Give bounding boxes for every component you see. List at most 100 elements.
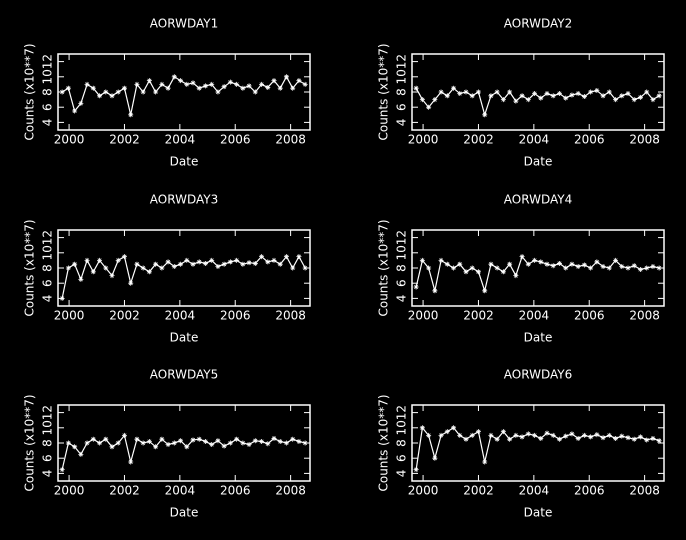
data-line <box>61 434 306 470</box>
data-point <box>594 87 600 93</box>
data-point <box>59 467 65 473</box>
data-point <box>153 261 159 267</box>
data-point <box>215 438 221 444</box>
data-point <box>153 444 159 450</box>
y-tick-label: 6 <box>41 103 55 111</box>
data-point <box>209 442 215 448</box>
data-point <box>457 261 463 267</box>
data-point <box>265 259 271 265</box>
x-axis-label: Date <box>524 331 553 345</box>
data-point <box>302 81 308 87</box>
data-point <box>631 97 637 103</box>
x-tick-label: 2008 <box>275 309 306 323</box>
x-tick-label: 2002 <box>463 484 494 498</box>
data-point <box>178 78 184 84</box>
data-point <box>72 261 78 267</box>
y-tick-label: 4 <box>395 295 409 303</box>
data-point <box>613 257 619 263</box>
data-point <box>159 81 165 87</box>
data-point <box>507 436 513 442</box>
data-point <box>532 432 538 438</box>
chart-title: AORWDAY1 <box>150 17 218 31</box>
data-point <box>72 108 78 114</box>
x-tick-label: 2006 <box>574 309 605 323</box>
plot-frame <box>411 404 665 482</box>
data-point <box>221 84 227 90</box>
y-tick-label: 12 <box>395 230 409 245</box>
y-axis-label: Counts (x10**7) <box>377 43 391 140</box>
data-point <box>631 263 637 269</box>
data-point <box>606 432 612 438</box>
data-point <box>625 91 631 97</box>
data-point <box>234 436 240 442</box>
data-point <box>413 467 419 473</box>
data-point <box>550 432 556 438</box>
data-point <box>153 89 159 95</box>
data-point <box>121 85 127 91</box>
data-point <box>575 435 581 441</box>
data-point <box>457 432 463 438</box>
data-point <box>140 440 146 446</box>
data-point <box>84 440 90 446</box>
data-point <box>90 85 96 91</box>
data-point <box>419 425 425 431</box>
y-axis-label: Counts (x10**7) <box>23 43 37 140</box>
data-point <box>171 263 177 269</box>
data-point <box>650 97 656 103</box>
data-point <box>575 91 581 97</box>
data-point <box>196 85 202 91</box>
data-point <box>277 438 283 444</box>
data-point <box>234 257 240 263</box>
y-tick-label: 4 <box>41 295 55 303</box>
x-tick-label: 2008 <box>629 309 660 323</box>
data-point <box>457 91 463 97</box>
data-point <box>290 436 296 442</box>
data-point <box>426 265 432 271</box>
data-point <box>146 269 152 275</box>
data-point <box>550 93 556 99</box>
data-point <box>656 93 662 99</box>
data-point <box>600 93 606 99</box>
y-axis-label: Counts (x10**7) <box>377 219 391 316</box>
data-point <box>72 444 78 450</box>
y-tick-label: 8 <box>41 88 55 96</box>
x-tick-label: 2006 <box>220 133 251 147</box>
data-point <box>84 81 90 87</box>
data-point <box>97 440 103 446</box>
y-tick-label: 12 <box>41 54 55 69</box>
data-point <box>606 265 612 271</box>
y-tick-label: 6 <box>41 279 55 287</box>
data-point <box>588 89 594 95</box>
y-tick-label: 6 <box>395 103 409 111</box>
data-point <box>475 429 481 435</box>
data-point <box>115 440 121 446</box>
data-point <box>134 261 140 267</box>
data-point <box>656 438 662 444</box>
data-point <box>128 459 134 465</box>
data-point <box>613 435 619 441</box>
y-tick-label: 12 <box>395 54 409 69</box>
data-point <box>296 254 302 260</box>
data-point <box>103 436 109 442</box>
data-point <box>121 254 127 260</box>
data-point <box>513 432 519 438</box>
y-tick-label: 10 <box>41 420 55 435</box>
data-point <box>438 89 444 95</box>
data-point <box>631 436 637 442</box>
data-point <box>134 81 140 87</box>
data-point <box>190 80 196 86</box>
data-point <box>532 91 538 97</box>
x-tick-label: 2008 <box>275 133 306 147</box>
data-point <box>475 89 481 95</box>
y-axis-label: Counts (x10**7) <box>23 394 37 491</box>
data-point <box>128 112 134 118</box>
data-point <box>475 269 481 275</box>
x-tick-label: 2004 <box>519 133 550 147</box>
data-point <box>563 265 569 271</box>
data-point <box>271 78 277 84</box>
x-tick-label: 2004 <box>519 309 550 323</box>
data-point <box>650 263 656 269</box>
data-point <box>97 257 103 263</box>
data-point <box>121 432 127 438</box>
data-point <box>432 455 438 461</box>
